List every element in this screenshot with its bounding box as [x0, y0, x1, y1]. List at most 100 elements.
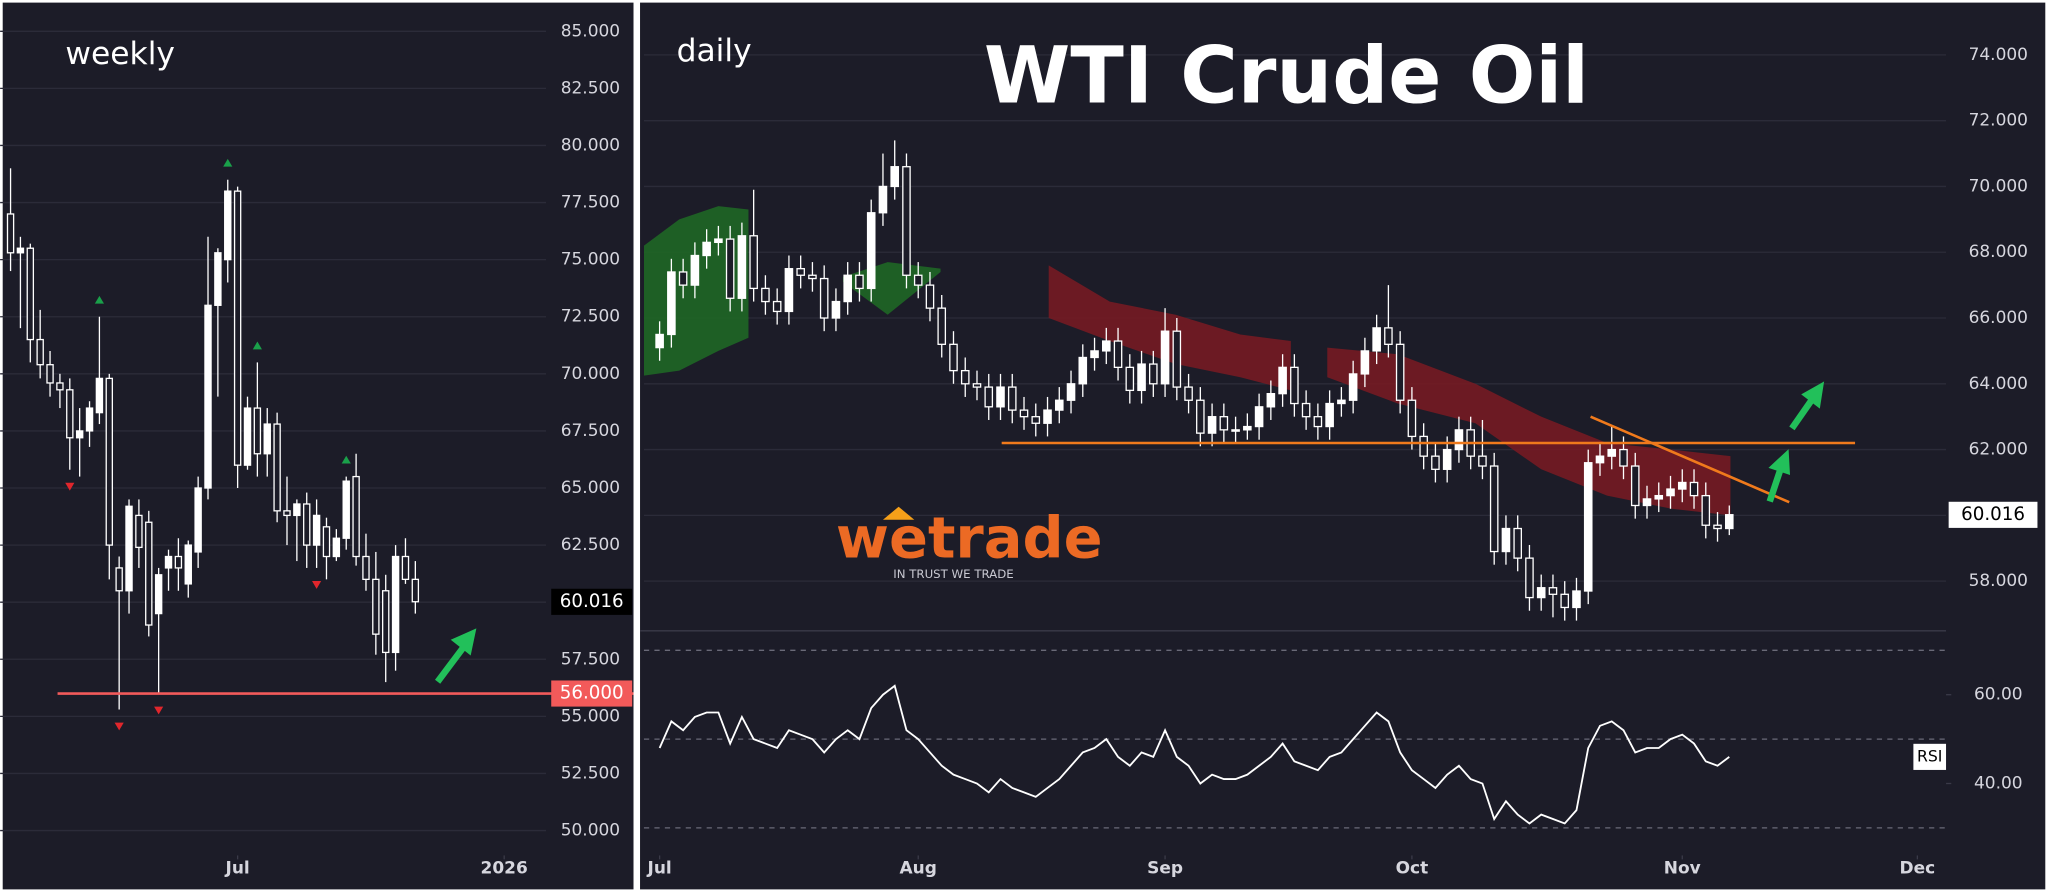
- candle-body: [391, 555, 400, 654]
- candle-body: [1548, 587, 1558, 595]
- candle-body: [66, 389, 74, 439]
- fractal-up: [94, 295, 104, 304]
- candle-body: [1395, 343, 1405, 401]
- candle-body: [1290, 366, 1299, 405]
- arrow-head: [1768, 449, 1791, 476]
- candle-body: [772, 300, 782, 313]
- candle-body: [362, 555, 370, 580]
- candle-body: [1254, 406, 1264, 428]
- candle-body: [382, 590, 390, 654]
- x-tick-label: Jul: [225, 858, 250, 878]
- candle-body: [1313, 416, 1323, 428]
- candle-body: [1583, 462, 1593, 592]
- candle-body: [1419, 435, 1428, 457]
- candle-body: [749, 235, 758, 290]
- candle-body: [1619, 448, 1628, 467]
- rsi-line: [658, 684, 1730, 825]
- candle-body: [1160, 330, 1170, 385]
- candle-body: [925, 284, 935, 309]
- y-tick-label: 82.500: [561, 78, 620, 98]
- candle-body: [85, 407, 94, 432]
- candle-body: [1607, 448, 1617, 457]
- y-tick-label: 62.000: [1969, 440, 2028, 460]
- candle-body: [878, 185, 888, 214]
- level-label: 56.000: [560, 683, 624, 704]
- candle-body: [135, 514, 143, 549]
- candle-body: [233, 190, 242, 466]
- price-tag: [551, 588, 633, 615]
- candle-body: [913, 274, 923, 286]
- candle-body: [1231, 429, 1240, 432]
- candle-body: [75, 430, 84, 439]
- y-tick-label: 70.000: [561, 364, 620, 384]
- candle-body: [996, 386, 1005, 408]
- x-tick-label: Aug: [900, 858, 937, 878]
- candle-body: [843, 274, 852, 303]
- candle-body: [243, 407, 252, 466]
- candle-body: [1701, 494, 1711, 526]
- candle-body: [984, 386, 994, 408]
- candle-body: [819, 277, 829, 319]
- candle-body: [56, 382, 64, 391]
- candle-body: [105, 377, 113, 546]
- candle-body: [1031, 416, 1041, 424]
- rsi-label: RSI: [1917, 746, 1942, 765]
- candle-body: [283, 510, 291, 517]
- candle-body: [125, 505, 133, 592]
- y-tick-label: 85.000: [561, 21, 620, 41]
- y-tick-label: 50.000: [561, 821, 620, 841]
- candle-body: [352, 475, 360, 558]
- candle-body: [1407, 399, 1417, 438]
- candle-body: [1348, 373, 1358, 401]
- candle-body: [36, 338, 44, 366]
- fractal-up: [341, 455, 351, 464]
- candle-body: [1043, 409, 1052, 424]
- candle-body: [1137, 363, 1146, 392]
- candle-body: [293, 503, 301, 517]
- y-tick-label: 58.000: [1969, 571, 2028, 591]
- candle-body: [164, 555, 173, 569]
- candle-body: [1536, 587, 1546, 599]
- y-tick-label: 66.000: [1969, 308, 2028, 328]
- candle-body: [678, 271, 688, 286]
- candle-body: [1689, 481, 1699, 497]
- candle-body: [95, 377, 104, 414]
- candle-body: [115, 567, 123, 592]
- fractal-down: [65, 482, 75, 491]
- y-tick-label: 74.000: [1969, 45, 2028, 65]
- fractal-up: [252, 341, 262, 350]
- price-label: 60.016: [1961, 504, 2025, 525]
- y-tick-label: 64.000: [1969, 374, 2028, 394]
- candle-body: [1325, 402, 1334, 428]
- candle-body: [949, 343, 958, 372]
- candle-body: [1513, 527, 1522, 559]
- daily-panel: [640, 2, 2046, 890]
- candle-body: [1054, 399, 1064, 411]
- logo-tagline: IN TRUST WE TRADE: [893, 567, 1013, 581]
- candle-body: [1501, 527, 1511, 553]
- candle-body: [714, 238, 723, 244]
- candle-body: [808, 274, 817, 280]
- x-tick-label: Dec: [1900, 858, 1936, 878]
- candle-body: [1243, 425, 1252, 431]
- y-tick-label: 57.500: [561, 649, 620, 669]
- candle-body: [312, 514, 321, 546]
- logo: wetrade IN TRUST WE TRADE: [836, 505, 1103, 582]
- candle-body: [1677, 481, 1687, 490]
- candle-body: [224, 190, 232, 261]
- chart-title: WTI Crude Oil: [984, 30, 1589, 121]
- candle-body: [1278, 366, 1287, 395]
- candle-body: [1572, 590, 1581, 609]
- x-tick-label: 2026: [481, 858, 528, 878]
- arrow-head: [450, 628, 477, 656]
- candle-body: [332, 537, 341, 558]
- y-tick-label: 77.500: [561, 193, 620, 213]
- candle-body: [1101, 340, 1111, 352]
- fractal-down: [154, 706, 164, 715]
- candle-body: [1525, 557, 1534, 599]
- arrows: [434, 381, 1825, 684]
- candle-body: [174, 555, 183, 569]
- candle-body: [1066, 383, 1076, 401]
